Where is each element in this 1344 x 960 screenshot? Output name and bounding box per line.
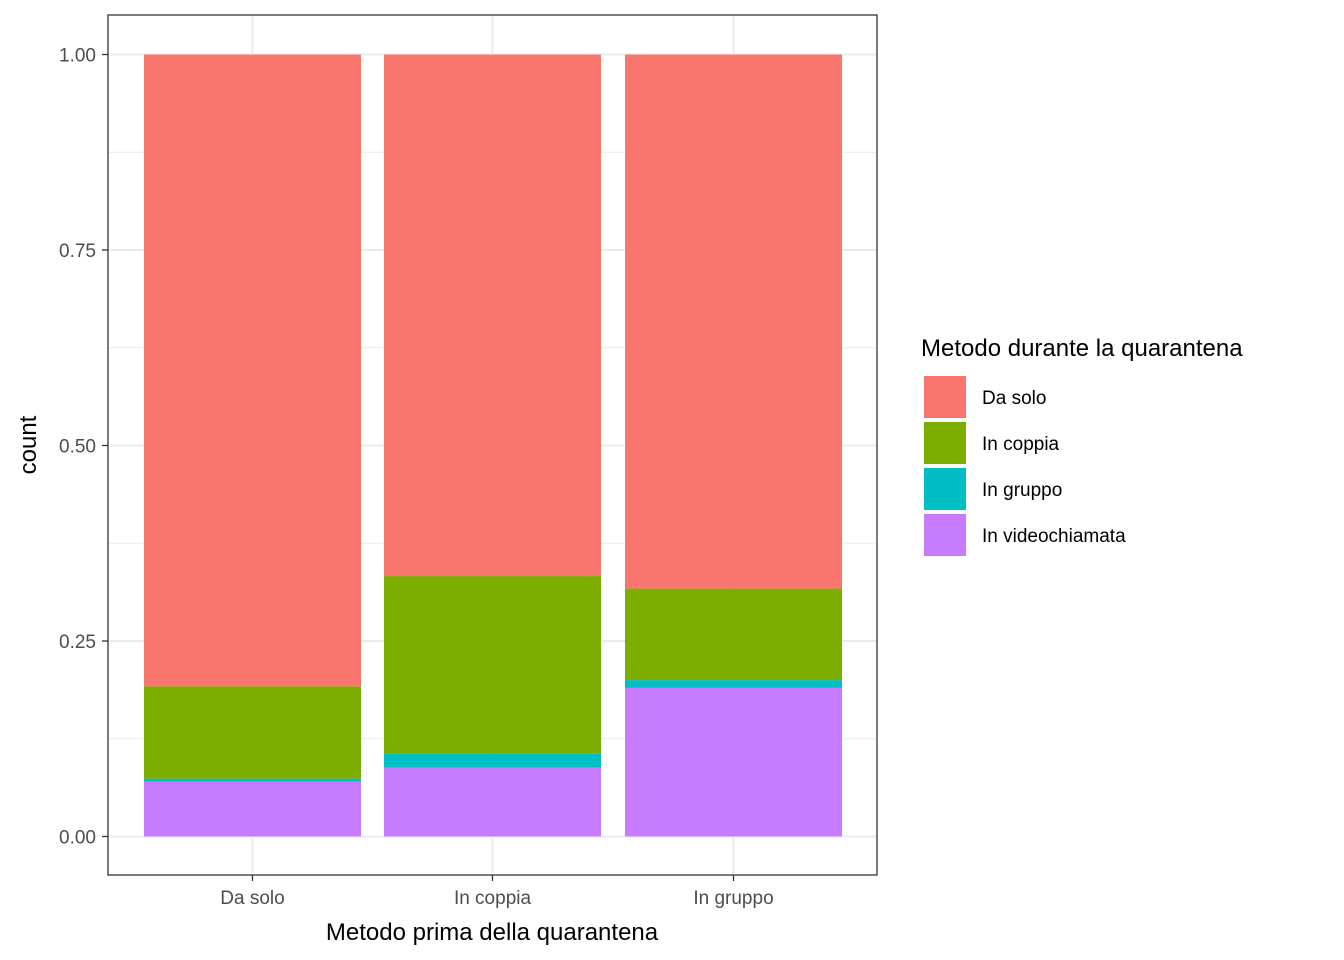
y-axis-ticks: 0.00 0.25 0.50 0.75 1.00 <box>59 46 108 849</box>
bar-segment-da-solo-da-solo <box>144 54 361 687</box>
y-tick-label: 0.25 <box>59 632 96 653</box>
x-tick-label: In gruppo <box>693 888 773 909</box>
bar-segment-da-solo-in-coppia <box>144 686 361 779</box>
bar-segment-in-gruppo-in-videochiamata <box>625 687 842 837</box>
y-tick-label: 0.75 <box>59 241 96 262</box>
bar-segment-in-coppia-in-coppia <box>384 576 601 754</box>
legend-key-in-videochiamata <box>924 514 966 556</box>
legend-label: Da solo <box>982 388 1046 409</box>
y-axis-title: count <box>15 415 42 474</box>
x-tick-label: Da solo <box>220 888 284 909</box>
legend-label: In coppia <box>982 434 1060 455</box>
legend-key-in-coppia <box>924 422 966 464</box>
bars <box>144 54 842 837</box>
legend-key-da-solo <box>924 376 966 418</box>
legend: Metodo durante la quarantena Da solo In c… <box>921 335 1243 556</box>
legend-title: Metodo durante la quarantena <box>921 335 1243 362</box>
y-tick-label: 0.00 <box>59 828 96 849</box>
x-axis-ticks: Da solo In coppia In gruppo <box>220 875 774 909</box>
y-tick-label: 1.00 <box>59 46 96 67</box>
bar-segment-in-coppia-in-videochiamata <box>384 767 601 837</box>
x-tick-label: In coppia <box>454 888 532 909</box>
bar-segment-in-coppia-da-solo <box>384 54 601 577</box>
bar-segment-da-solo-in-gruppo <box>144 778 361 782</box>
bar-segment-in-gruppo-in-coppia <box>625 588 842 681</box>
bar-segment-in-gruppo-da-solo <box>625 54 842 589</box>
x-axis-title: Metodo prima della quarantena <box>326 919 659 946</box>
legend-label: In gruppo <box>982 480 1062 501</box>
bar-segment-in-gruppo-in-gruppo <box>625 680 842 688</box>
bar-segment-in-coppia-in-gruppo <box>384 753 601 768</box>
y-tick-label: 0.50 <box>59 437 96 458</box>
bar-segment-da-solo-in-videochiamata <box>144 781 361 837</box>
legend-key-in-gruppo <box>924 468 966 510</box>
legend-label: In videochiamata <box>982 526 1126 547</box>
